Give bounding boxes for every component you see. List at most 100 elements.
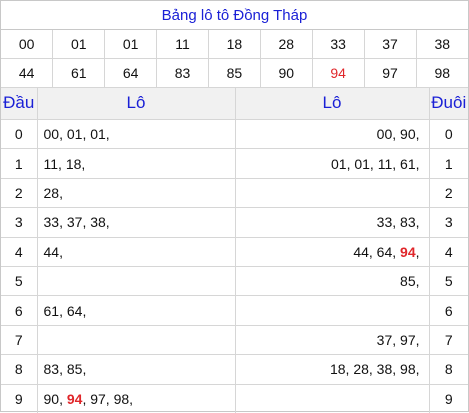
loto-number: 44	[44, 244, 60, 260]
number-cell: 85	[209, 58, 261, 87]
dau-digit: 2	[1, 178, 37, 207]
number-cell: 28	[260, 30, 312, 58]
page-title: Bảng lô tô Đồng Tháp	[1, 1, 468, 30]
loto-number: 64	[377, 244, 393, 260]
dau-digit: 6	[1, 296, 37, 325]
loto-number: 94	[67, 391, 83, 407]
number-cell: 33	[312, 30, 364, 58]
number-cell: 00	[1, 30, 53, 58]
lo-right-cell: 18, 28, 38, 98,	[235, 355, 429, 384]
loto-number: 38	[377, 361, 393, 377]
loto-number: 90	[400, 126, 416, 142]
loto-number: 18	[66, 156, 82, 172]
loto-number: 00	[377, 126, 393, 142]
loto-header-row: Đầu Lô Lô Đuôi	[1, 88, 468, 120]
number-cell: 11	[157, 30, 209, 58]
number-cell: 61	[53, 58, 105, 87]
loto-number: 33	[44, 214, 60, 230]
lo-right-cell: 00, 90,	[235, 120, 429, 149]
duoi-digit: 7	[429, 325, 468, 354]
number-cell: 83	[157, 58, 209, 87]
lo-right-cell: 33, 83,	[235, 208, 429, 237]
duoi-digit: 0	[429, 120, 468, 149]
number-cell: 38	[416, 30, 468, 58]
lo-right-cell: 44, 64, 94,	[235, 237, 429, 266]
loto-number: 61	[400, 156, 416, 172]
lo-left-cell: 33, 37, 38,	[37, 208, 235, 237]
loto-number: 44	[353, 244, 369, 260]
duoi-digit: 9	[429, 384, 468, 413]
loto-number: 11	[44, 156, 59, 172]
duoi-digit: 5	[429, 266, 468, 295]
lo-left-cell: 28,	[37, 178, 235, 207]
header-dau: Đầu	[1, 88, 37, 120]
loto-number: 11	[378, 156, 393, 172]
duoi-digit: 3	[429, 208, 468, 237]
number-cell: 98	[416, 58, 468, 87]
lo-left-cell: 44,	[37, 237, 235, 266]
loto-number: 38	[90, 214, 106, 230]
duoi-digit: 6	[429, 296, 468, 325]
lo-right-cell: 85,	[235, 266, 429, 295]
lo-left-cell: 61, 64,	[37, 296, 235, 325]
loto-number: 97	[400, 332, 416, 348]
number-cell: 18	[209, 30, 261, 58]
number-cell: 44	[1, 58, 53, 87]
header-duoi: Đuôi	[429, 88, 468, 120]
loto-number: 28	[44, 185, 60, 201]
number-cell: 97	[364, 58, 416, 87]
loto-number: 98	[114, 391, 130, 407]
loto-number: 01	[67, 126, 83, 142]
lo-left-cell	[37, 325, 235, 354]
number-cell: 01	[53, 30, 105, 58]
loto-number: 85	[67, 361, 83, 377]
number-cell: 37	[364, 30, 416, 58]
loto-number: 01	[90, 126, 106, 142]
lo-right-cell	[235, 296, 429, 325]
number-cell: 94	[312, 58, 364, 87]
dau-digit: 0	[1, 120, 37, 149]
dau-digit: 5	[1, 266, 37, 295]
dau-digit: 7	[1, 325, 37, 354]
loto-number: 28	[353, 361, 369, 377]
lo-right-cell: 01, 01, 11, 61,	[235, 149, 429, 178]
loto-number: 83	[44, 361, 60, 377]
header-lo-left: Lô	[37, 88, 235, 120]
loto-number: 98	[400, 361, 416, 377]
dau-digit: 1	[1, 149, 37, 178]
number-cell: 64	[105, 58, 157, 87]
dau-digit: 9	[1, 384, 37, 413]
lo-left-cell: 90, 94, 97, 98,	[37, 384, 235, 413]
loto-number: 33	[377, 214, 393, 230]
number-cell: 90	[260, 58, 312, 87]
loto-number: 61	[44, 303, 60, 319]
number-cell: 01	[105, 30, 157, 58]
loto-number: 37	[377, 332, 393, 348]
loto-number: 01	[354, 156, 370, 172]
lo-right-cell	[235, 178, 429, 207]
lo-right-cell	[235, 384, 429, 413]
dau-digit: 4	[1, 237, 37, 266]
duoi-digit: 4	[429, 237, 468, 266]
lo-left-cell	[37, 266, 235, 295]
lo-left-cell: 00, 01, 01,	[37, 120, 235, 149]
dau-digit: 8	[1, 355, 37, 384]
duoi-digit: 1	[429, 149, 468, 178]
loto-number: 94	[400, 244, 416, 260]
dau-digit: 3	[1, 208, 37, 237]
duoi-digit: 8	[429, 355, 468, 384]
loto-number: 90	[44, 391, 60, 407]
